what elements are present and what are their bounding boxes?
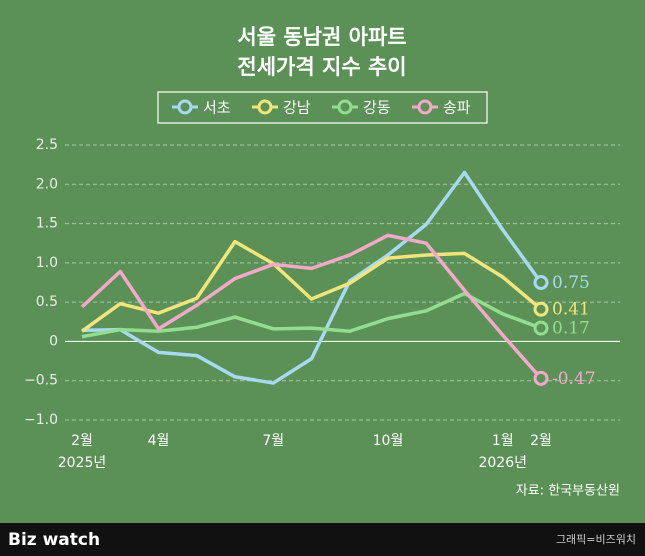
- series-line: [80, 233, 543, 380]
- value-label: 0.17: [552, 319, 590, 339]
- y-tick-label: 0.5: [36, 294, 58, 310]
- legend-label: 강남: [283, 99, 311, 117]
- end-marker: [533, 320, 549, 336]
- series-line: [81, 291, 542, 339]
- value-label: 0.41: [552, 300, 590, 320]
- x-year-label: 2026년: [478, 455, 527, 471]
- value-label: 0.75: [552, 273, 590, 293]
- y-tick-label: −0.5: [24, 373, 58, 389]
- credit: 그래픽=비즈워치: [556, 533, 636, 546]
- series-line: [80, 239, 543, 333]
- legend-marker: [417, 99, 433, 115]
- x-tick-label: 2월: [71, 433, 93, 449]
- legend-label: 서초: [203, 99, 231, 117]
- y-tick-label: 1.0: [36, 255, 58, 271]
- brand: Biz watch: [8, 530, 100, 550]
- footer-band: [0, 523, 645, 556]
- end-marker: [533, 370, 549, 386]
- source: 자료: 한국부동산원: [516, 484, 620, 499]
- x-tick-label: 4월: [148, 433, 170, 449]
- legend-marker: [257, 99, 273, 115]
- chart-title: 서울 동남권 아파트: [237, 25, 406, 49]
- legend-box: [157, 91, 488, 124]
- x-tick-label: 7월: [262, 433, 284, 449]
- legend-label: 강동: [363, 99, 391, 117]
- y-tick-label: 2.0: [36, 176, 58, 192]
- background: [0, 0, 645, 523]
- legend-label: 송파: [443, 99, 471, 117]
- series-line: [81, 170, 543, 385]
- legend-marker: [177, 99, 193, 115]
- legend-marker: [337, 99, 353, 115]
- x-year-label: 2025년: [58, 455, 107, 471]
- value-label: -0.47: [552, 369, 596, 389]
- y-tick-label: 0: [49, 333, 58, 349]
- y-tick-label: 1.5: [36, 216, 58, 232]
- end-marker: [533, 301, 549, 317]
- x-tick-label: 1월: [492, 433, 514, 449]
- y-tick-label: 2.5: [36, 137, 58, 153]
- x-tick-label: 2월: [530, 433, 552, 449]
- chart-subtitle: 전세가격 지수 추이: [237, 55, 406, 79]
- end-marker: [533, 275, 549, 290]
- x-tick-label: 10월: [373, 433, 404, 449]
- y-tick-label: −1.0: [24, 412, 58, 428]
